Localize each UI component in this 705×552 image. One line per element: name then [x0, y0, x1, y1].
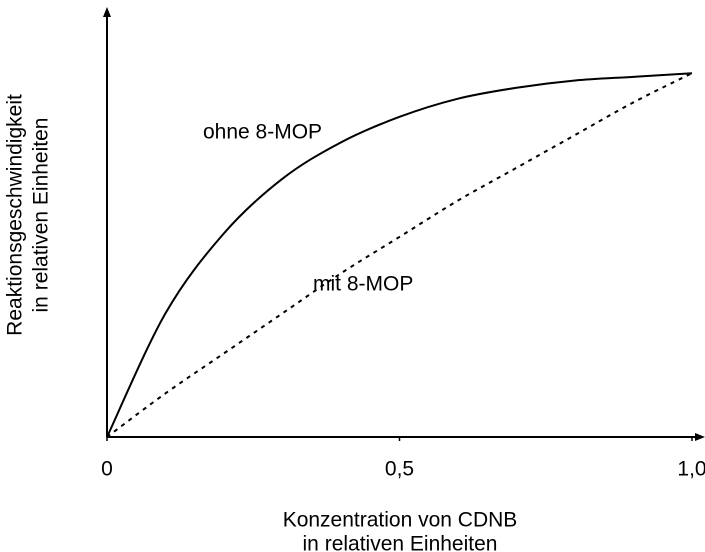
x-tick-label: 0 [101, 458, 113, 481]
x-axis-label: Konzentration von CDNB [283, 509, 518, 532]
x-tick-label: 1,0 [677, 458, 705, 481]
y-axis-label: Reaktionsgeschwindigkeit [4, 94, 27, 336]
y-axis-label: in relativen Einheiten [30, 118, 53, 313]
x-tick-label: 0,5 [385, 458, 414, 481]
series-label: mit 8-MOP [313, 273, 413, 296]
line-series [106, 72, 693, 438]
x-axis-label: in relativen Einheiten [303, 533, 498, 552]
line-series [106, 72, 693, 438]
series-label: ohne 8-MOP [203, 121, 322, 144]
